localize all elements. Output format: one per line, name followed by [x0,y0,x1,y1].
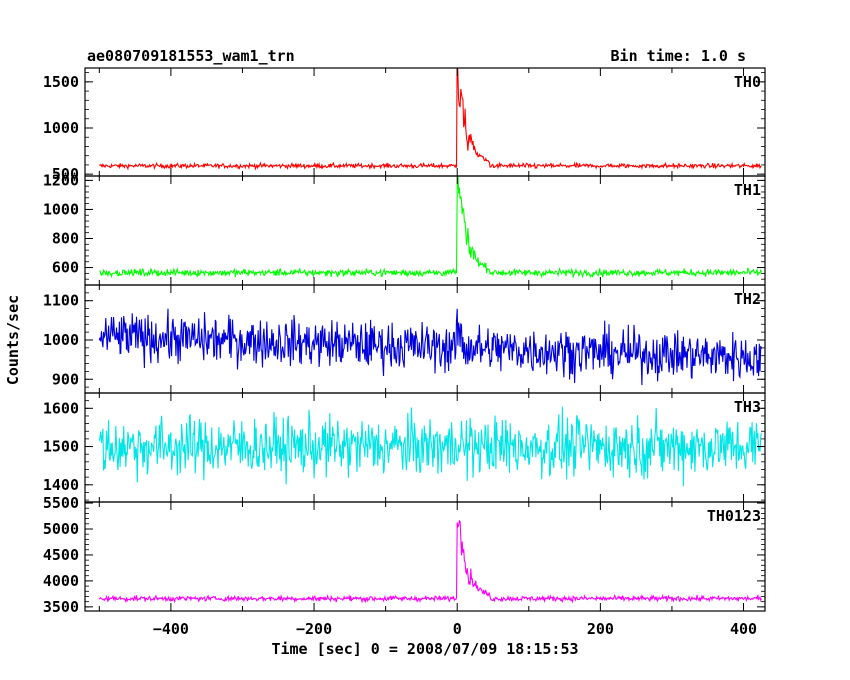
panel-frame [84,67,766,177]
chart-title: ae080709181553_wam1_trn [87,47,295,65]
panel-label: TH3 [734,398,761,416]
panel-label: TH0123 [707,507,761,525]
y-tick-label: 4000 [43,572,79,590]
y-tick-label: 1500 [43,438,79,456]
x-tick-label: 400 [730,620,757,638]
y-tick-label: 1400 [43,476,79,494]
y-tick-label: 3500 [43,598,79,616]
x-tick-label: −400 [153,620,189,638]
y-tick-label: 4500 [43,546,79,564]
panel-frame [84,501,766,612]
panel-label: TH0 [734,73,761,91]
panel-frame [84,175,766,286]
panel-th1: 600 800 1000 1200 TH1 [43,171,766,286]
series-line-th2 [98,308,762,386]
y-tick-label: 500 [52,165,79,183]
x-tick-label: −200 [296,620,332,638]
y-tick-label: 1200 [43,171,79,189]
y-tick-label: 800 [52,229,79,247]
series-line-th0123 [98,519,762,604]
y-tick-label: 600 [52,259,79,277]
panel-th3: 1400 1500 1600 TH3 [43,392,766,503]
y-tick-label: 1500 [43,73,79,91]
series-line-th1 [99,176,762,279]
panel-th2: 900 1000 1100 TH2 [43,284,766,394]
panel-th0123: 3500 4000 4500 5000 5500 TH0123 [43,494,766,616]
y-tick-label: 5000 [43,520,79,538]
y-tick-label: 1000 [43,331,79,349]
chart-subtitle: Bin time: 1.0 s [611,47,746,65]
series-line-th3 [98,406,762,487]
y-tick-label: 1100 [43,292,79,310]
y-tick-label: 1000 [43,200,79,218]
y-tick-label: 1000 [43,119,79,137]
y-tick-label: 900 [52,370,79,388]
x-tick-label: 200 [587,620,614,638]
y-tick-label: 5500 [43,494,79,512]
y-axis-label: Counts/sec [4,295,22,385]
panel-th0: 500 1000 1500 TH0 [43,67,766,183]
y-tick-label: 1600 [43,399,79,417]
panels: 500 1000 1500 TH0 600 800 1000 1200 TH1 900 1000 11… [43,67,766,638]
series-line-th0 [99,68,762,171]
x-tick-label: 0 [453,620,462,638]
x-axis-label: Time [sec] 0 = 2008/07/09 18:15:53 [271,640,578,658]
panel-label: TH1 [734,181,761,199]
panel-label: TH2 [734,290,761,308]
